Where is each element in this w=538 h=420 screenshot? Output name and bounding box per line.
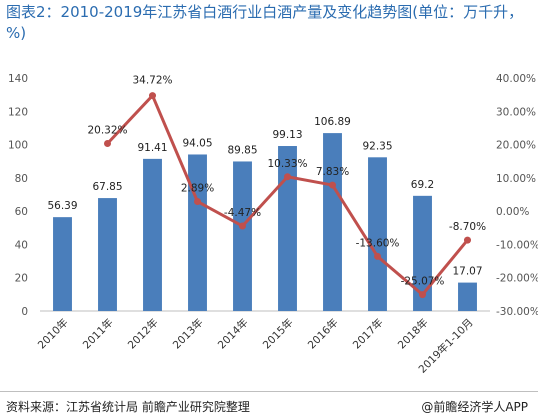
growth-value-label: 2.89%: [181, 183, 214, 195]
bar-value-label: 69.2: [411, 179, 434, 191]
x-tick-label: 2012年: [125, 316, 161, 352]
growth-point: [464, 236, 471, 244]
x-tick-label: 2010年: [35, 316, 71, 352]
growth-value-label: 34.72%: [132, 75, 172, 87]
growth-value-label: 7.83%: [316, 166, 349, 178]
bar: [53, 217, 72, 311]
chart-title: 图表2：2010-2019年江苏省白酒行业白酒产量及变化趋势图(单位：万千升，%…: [6, 3, 524, 42]
bar-value-label: 99.13: [272, 129, 302, 141]
y-left-tick-label: 80: [15, 173, 28, 185]
y-right-tick-label: 10.00%: [496, 173, 536, 185]
y-right-tick-label: 20.00%: [496, 140, 536, 152]
bar-value-label: 106.89: [314, 116, 351, 128]
growth-point: [149, 92, 156, 100]
y-right-tick-label: 30.00%: [496, 106, 536, 118]
growth-point: [419, 291, 426, 299]
bar-value-label: 94.05: [182, 137, 212, 149]
bar: [233, 161, 252, 311]
bar-value-label: 89.85: [227, 144, 257, 156]
growth-point: [194, 198, 201, 206]
x-tick-label: 2015年: [260, 316, 296, 352]
y-left-tick-label: 0: [21, 306, 28, 318]
growth-point: [284, 173, 291, 181]
y-left-tick-label: 140: [8, 73, 28, 85]
y-left-tick-label: 120: [8, 106, 28, 118]
growth-value-label: -13.60%: [356, 237, 400, 249]
bar-value-label: 17.07: [452, 266, 482, 278]
x-tick-label: 2016年: [305, 316, 341, 352]
y-left-tick-label: 100: [8, 140, 28, 152]
growth-point: [374, 252, 381, 260]
y-right-tick-label: 0.00%: [496, 206, 529, 218]
bar-value-label: 67.85: [92, 181, 122, 193]
x-tick-label: 2014年: [215, 316, 251, 352]
bar-value-label: 91.41: [137, 142, 167, 154]
growth-value-label: -25.07%: [401, 276, 445, 288]
chart: 0 20 40 60 80 100 120 140 -30.00% -20.00% -10.00% 0…: [8, 73, 538, 376]
growth-point: [329, 181, 336, 189]
bar: [143, 158, 162, 311]
footer-divider: [0, 391, 538, 392]
y-left-tick-label: 60: [15, 206, 28, 218]
y-right-tick-label: -20.00%: [496, 273, 538, 285]
y-right-tick-label: -10.00%: [496, 239, 538, 251]
growth-value-label: 10.33%: [267, 158, 307, 170]
bar: [413, 195, 432, 311]
y-right-tick-label: -30.00%: [496, 306, 538, 318]
bar: [98, 198, 117, 311]
y-right-tick-label: 40.00%: [496, 73, 536, 85]
bar-value-label: 92.35: [362, 140, 392, 152]
brand-credit: @前瞻经济学人APP: [421, 400, 528, 414]
bar: [323, 133, 342, 311]
bar: [458, 282, 477, 311]
x-tick-label: 2017年: [350, 316, 386, 352]
bar: [368, 157, 387, 311]
growth-value-label: -4.47%: [224, 207, 261, 219]
bar: [278, 146, 297, 311]
growth-value-label: -8.70%: [449, 221, 486, 233]
source-note: 资料来源：江苏省统计局 前瞻产业研究院整理: [6, 400, 250, 414]
x-tick-label: 2011年: [80, 316, 116, 352]
y-left-tick-label: 20: [15, 273, 28, 285]
x-tick-label: 2013年: [170, 316, 206, 352]
bar-value-label: 56.39: [47, 200, 77, 212]
growth-point: [239, 222, 246, 230]
bar: [188, 154, 207, 311]
growth-point: [104, 140, 111, 148]
growth-value-label: 20.32%: [87, 125, 127, 137]
x-tick-label: 2018年: [395, 316, 431, 352]
y-left-tick-label: 40: [15, 239, 28, 251]
